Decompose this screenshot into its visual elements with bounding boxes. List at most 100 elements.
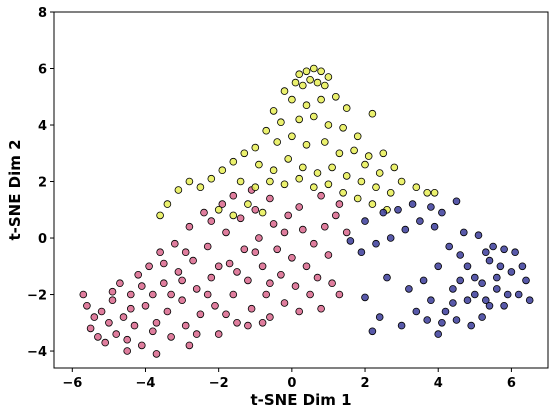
scatter-point xyxy=(211,301,219,310)
scatter-point xyxy=(485,301,494,310)
scatter-point xyxy=(368,200,377,208)
scatter-point xyxy=(160,279,168,288)
scatter-point xyxy=(372,183,380,192)
scatter-point xyxy=(459,228,468,237)
scatter-point xyxy=(288,253,296,262)
x-tick-label: −4 xyxy=(136,376,156,391)
y-axis-ticks: −4 −2 0 2 4 6 8 xyxy=(27,6,54,360)
scatter-point xyxy=(339,124,347,132)
scatter-point xyxy=(481,248,490,257)
scatter-point xyxy=(280,180,289,189)
scatter-point xyxy=(178,276,186,285)
scatter-point xyxy=(229,290,238,299)
scatter-point xyxy=(236,177,245,186)
scatter-point xyxy=(463,296,472,305)
scatter-point xyxy=(441,307,450,316)
scatter-point xyxy=(156,248,164,257)
scatter-point xyxy=(306,290,314,299)
scatter-point xyxy=(295,307,304,316)
scatter-point xyxy=(127,304,135,313)
y-tick-label: −4 xyxy=(27,345,47,360)
scatter-point xyxy=(152,350,161,358)
scatter-point xyxy=(108,296,117,305)
scatter-point xyxy=(280,228,289,237)
scatter-point xyxy=(383,273,391,282)
scatter-point xyxy=(218,200,227,208)
x-tick-label: 6 xyxy=(507,376,516,391)
scatter-point xyxy=(298,163,307,172)
scatter-point xyxy=(427,296,435,305)
scatter-point xyxy=(470,290,479,299)
scatter-point xyxy=(181,248,190,257)
scatter-point xyxy=(357,248,366,257)
scatter-point xyxy=(167,333,175,341)
scatter-point xyxy=(236,214,245,223)
scatter-point xyxy=(229,211,238,220)
scatter-point xyxy=(481,296,490,305)
scatter-point xyxy=(507,268,516,276)
scatter-point xyxy=(185,341,194,350)
x-axis-ticks: −6 −4 −2 0 2 4 6 xyxy=(62,368,516,391)
scatter-point xyxy=(86,324,95,333)
scatter-point xyxy=(364,152,373,160)
scatter-point xyxy=(474,231,483,240)
scatter-point xyxy=(328,163,336,172)
scatter-point xyxy=(368,327,377,336)
scatter-point xyxy=(149,327,157,336)
scatter-point xyxy=(145,262,153,271)
scatter-point xyxy=(302,101,311,109)
scatter-point xyxy=(489,242,497,251)
scatter-point xyxy=(141,301,150,310)
scatter-point xyxy=(222,228,230,237)
y-tick-label: 2 xyxy=(38,176,47,191)
scatter-point xyxy=(302,262,311,271)
scatter-point xyxy=(346,237,355,245)
scatter-point xyxy=(390,163,399,172)
scatter-point xyxy=(427,203,435,211)
scatter-point xyxy=(309,112,318,121)
scatter-point xyxy=(277,270,285,279)
scatter-point xyxy=(192,285,201,293)
scatter-point xyxy=(449,299,457,307)
scatter-point xyxy=(214,262,223,271)
scatter-point xyxy=(284,211,293,220)
scatter-point xyxy=(500,245,508,254)
scatter-point xyxy=(449,285,457,293)
scatter-point xyxy=(331,211,340,220)
scatter-point xyxy=(105,318,113,327)
scatter-point xyxy=(233,318,241,327)
scatter-point xyxy=(112,330,120,338)
scatter-point xyxy=(152,318,161,327)
scatter-point xyxy=(214,330,223,338)
scatter-point xyxy=(394,206,402,214)
scatter-point xyxy=(522,276,530,285)
x-axis-title: t-SNE Dim 1 xyxy=(250,391,351,409)
scatter-point xyxy=(214,206,223,214)
scatter-point xyxy=(309,239,318,248)
scatter-point xyxy=(163,307,172,316)
scatter-point xyxy=(331,93,340,101)
scatter-point xyxy=(295,203,304,211)
scatter-point xyxy=(244,321,252,330)
scatter-point xyxy=(266,194,274,203)
scatter-point xyxy=(302,141,311,149)
scatter-point xyxy=(247,304,256,313)
scatter-point xyxy=(361,293,369,302)
scatter-point xyxy=(320,222,329,231)
scatter-point xyxy=(423,189,432,197)
scatter-point xyxy=(452,197,461,206)
scatter-point xyxy=(357,177,366,186)
scatter-point xyxy=(225,259,234,268)
scatter-point xyxy=(375,169,384,177)
x-tick-label: −6 xyxy=(62,376,82,391)
scatter-point xyxy=(138,341,146,350)
scatter-point xyxy=(97,307,106,316)
scatter-point xyxy=(280,299,289,307)
scatter-point xyxy=(386,189,395,197)
scatter-point xyxy=(430,222,439,231)
scatter-point xyxy=(229,157,238,166)
scatter-point xyxy=(361,160,369,169)
y-tick-label: 8 xyxy=(38,6,47,21)
scatter-point xyxy=(324,121,333,129)
